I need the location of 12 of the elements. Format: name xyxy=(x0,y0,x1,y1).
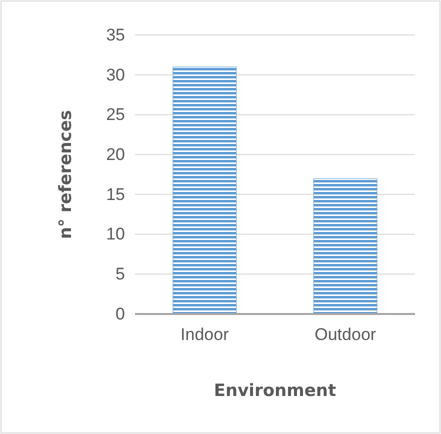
x-axis-title: Environment xyxy=(214,381,336,401)
y-tick-label: 30 xyxy=(106,65,125,84)
y-tick-label: 35 xyxy=(106,25,125,44)
y-axis-title: n° references xyxy=(56,110,76,240)
y-tick-label: 20 xyxy=(106,145,125,164)
y-tick-label: 25 xyxy=(106,105,125,124)
x-tick-label: Outdoor xyxy=(314,325,376,344)
x-tick-label: Indoor xyxy=(180,325,230,344)
y-tick-label: 5 xyxy=(116,264,125,284)
y-tick-label: 15 xyxy=(106,184,125,204)
y-tick-label: 0 xyxy=(116,304,125,324)
y-tick-label: 10 xyxy=(106,224,125,244)
